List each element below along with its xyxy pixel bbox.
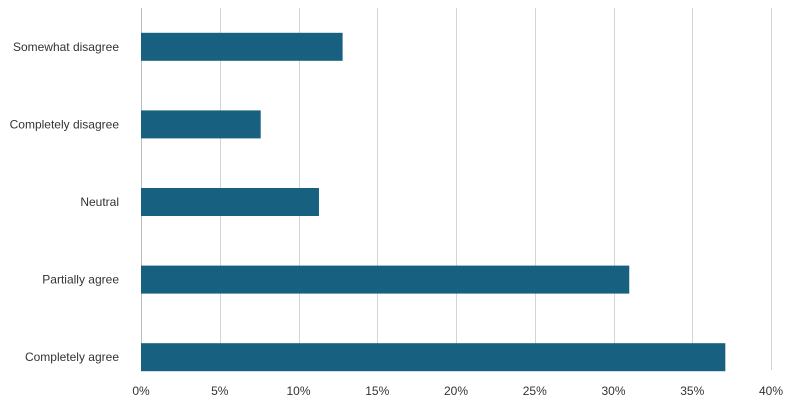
x-tick-label: 5% — [211, 384, 229, 398]
category-labels: Somewhat disagree Completely disagree Neut… — [10, 40, 120, 364]
x-tick-label: 20% — [444, 384, 468, 398]
category-label: Completely disagree — [10, 117, 120, 131]
category-label: Somewhat disagree — [13, 40, 119, 54]
x-tick-label: 40% — [759, 384, 783, 398]
category-label: Neutral — [80, 195, 119, 209]
x-tick-label: 30% — [601, 384, 625, 398]
bar-completely-disagree — [141, 110, 261, 139]
x-tick-label: 0% — [132, 384, 150, 398]
category-label: Partially agree — [42, 273, 119, 287]
bar-neutral — [141, 188, 319, 216]
bar-somewhat-disagree — [141, 32, 343, 61]
category-label: Completely agree — [25, 350, 119, 364]
x-axis-tick-labels: 0% 5% 10% 15% 20% 25% 30% 35% 40% — [132, 384, 783, 398]
bar-partially-agree — [141, 265, 630, 294]
grid-layer — [141, 8, 772, 370]
x-tick-label: 15% — [365, 384, 389, 398]
bar-layer — [141, 32, 726, 372]
x-tick-label: 10% — [286, 384, 310, 398]
x-tick-label: 25% — [523, 384, 547, 398]
bar-completely-agree — [141, 343, 726, 372]
x-tick-label: 35% — [680, 384, 704, 398]
